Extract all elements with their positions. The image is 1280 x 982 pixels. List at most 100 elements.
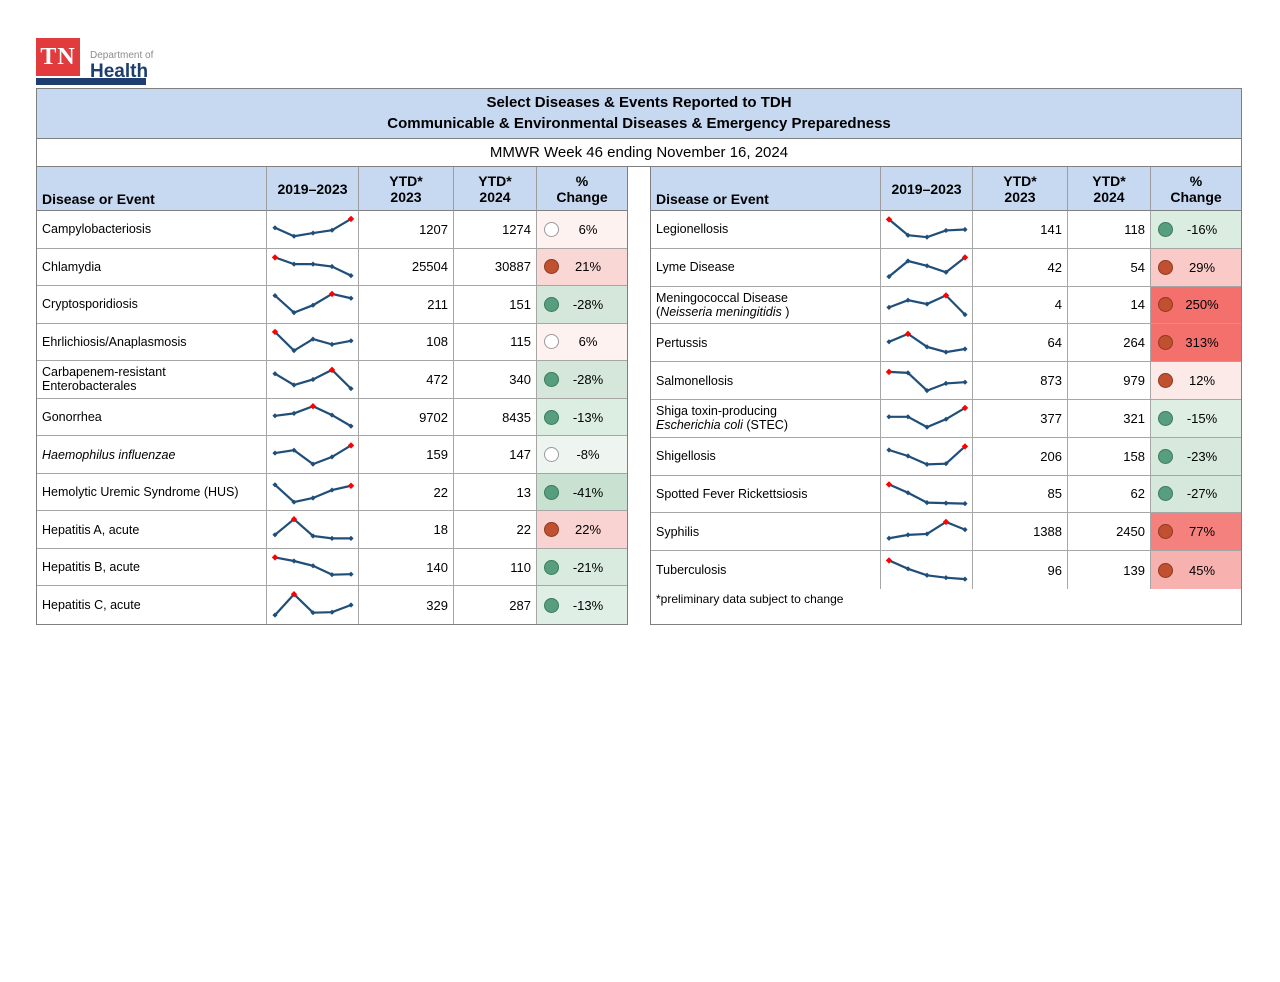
percent-change-value: -28% — [572, 296, 604, 312]
change-indicator-dot — [1158, 562, 1173, 578]
trend-sparkline — [267, 473, 359, 512]
ytd-2023-value: 18 — [359, 511, 454, 549]
logo-underline-bar — [36, 78, 146, 85]
percent-change-cell: -15% — [1151, 399, 1241, 438]
disease-name: Shiga toxin-producing Escherichia coli (… — [651, 399, 881, 438]
disease-name-line1: Ehrlichiosis/Anaplasmosis — [42, 334, 187, 349]
disease-name-line1: Legionellosis — [656, 222, 729, 237]
trend-sparkline — [881, 513, 973, 552]
col-header-ytd2023: YTD* 2023 — [973, 167, 1068, 211]
ytd-2023-value: 873 — [973, 362, 1068, 400]
percent-change-value: 45% — [1188, 562, 1216, 578]
trend-sparkline — [881, 211, 973, 249]
col-header-ytd2024: YTD* 2024 — [1068, 167, 1151, 211]
percent-change-value: -23% — [1186, 448, 1218, 464]
ytd-2023-value: 22 — [359, 473, 454, 512]
percent-change-cell: -27% — [1151, 475, 1241, 514]
right-table-header: Disease or Event 2019–2023 YTD* 2023 YTD… — [651, 167, 1241, 211]
percent-change-cell: 313% — [1151, 324, 1241, 363]
trend-sparkline — [267, 586, 359, 625]
report-title-line1: Select Diseases & Events Reported to TDH — [486, 94, 792, 111]
percent-change-cell: 22% — [537, 511, 627, 549]
table-row: Ehrlichiosis/Anaplasmosis 108 115 6% — [37, 323, 627, 362]
change-indicator-dot — [544, 221, 559, 237]
ytd-2023-value: 140 — [359, 548, 454, 587]
col-header-change-label: Change — [556, 188, 608, 205]
change-indicator-dot — [1158, 448, 1173, 464]
trend-sparkline — [881, 399, 973, 438]
percent-change-cell: -13% — [537, 586, 627, 625]
ytd-2024-value: 287 — [454, 586, 537, 625]
ytd-2023-value: 4 — [973, 286, 1068, 325]
ytd-2024-value: 147 — [454, 436, 537, 474]
col-header-pct-change: % Change — [537, 167, 627, 211]
disease-name-line1: Lyme Disease — [656, 260, 735, 275]
ytd-2024-value: 264 — [1068, 324, 1151, 363]
table-row: Meningococcal Disease (Neisseria meningi… — [651, 286, 1241, 325]
change-indicator-dot — [544, 559, 559, 575]
change-indicator-dot — [544, 484, 559, 500]
tdh-logo: TN Department of Health — [36, 38, 236, 90]
table-row: Chlamydia 25504 30887 21% — [37, 248, 627, 287]
percent-change-value: -8% — [576, 447, 600, 463]
change-indicator-dot — [1158, 297, 1173, 313]
disease-name-line1: Tuberculosis — [656, 563, 727, 578]
disease-name: Hepatitis C, acute — [37, 586, 267, 625]
disease-name: Pertussis — [651, 324, 881, 363]
col-header-ytd-label: YTD* — [1003, 172, 1037, 189]
percent-change-value: -13% — [572, 597, 604, 613]
tn-logo-mark: TN — [36, 38, 80, 76]
trend-sparkline — [881, 362, 973, 400]
trend-sparkline — [267, 548, 359, 587]
percent-change-cell: 6% — [537, 323, 627, 362]
disease-name: Spotted Fever Rickettsiosis — [651, 475, 881, 514]
disease-name: Tuberculosis — [651, 551, 881, 589]
change-indicator-dot — [544, 597, 559, 613]
percent-change-value: 12% — [1188, 373, 1216, 389]
disease-name-line1: Hepatitis B, acute — [42, 560, 140, 575]
percent-change-value: -41% — [572, 484, 604, 500]
percent-change-cell: 77% — [1151, 513, 1241, 552]
table-row: Pertussis 64 264 313% — [651, 324, 1241, 363]
table-row: Hemolytic Uremic Syndrome (HUS) 22 13 -4… — [37, 473, 627, 512]
left-disease-table: Disease or Event 2019–2023 YTD* 2023 YTD… — [36, 167, 628, 625]
disease-name-line2: Escherichia coli (STEC) — [656, 418, 788, 433]
ytd-2024-value: 30887 — [454, 248, 537, 287]
ytd-2023-value: 9702 — [359, 398, 454, 437]
disease-tables: Disease or Event 2019–2023 YTD* 2023 YTD… — [36, 167, 1242, 625]
percent-change-cell: -28% — [537, 361, 627, 399]
col-header-ytd-label: YTD* — [478, 172, 512, 189]
ytd-2024-value: 979 — [1068, 362, 1151, 400]
ytd-2023-value: 329 — [359, 586, 454, 625]
col-header-ytd-year: 2023 — [1004, 188, 1036, 205]
disease-name-line1: Gonorrhea — [42, 410, 102, 424]
change-indicator-dot — [1158, 373, 1173, 389]
ytd-2023-value: 141 — [973, 211, 1068, 249]
percent-change-value: -16% — [1186, 221, 1218, 237]
disease-name: Lyme Disease — [651, 248, 881, 287]
disease-name-line1: Hemolytic Uremic Syndrome (HUS) — [42, 485, 239, 500]
ytd-2024-value: 321 — [1068, 399, 1151, 438]
ytd-2024-value: 62 — [1068, 475, 1151, 514]
percent-change-value: -27% — [1186, 486, 1218, 502]
percent-change-cell: 21% — [537, 248, 627, 287]
report-title-line2: Communicable & Environmental Diseases & … — [387, 115, 891, 132]
disease-name-line2: Enterobacterales — [42, 379, 137, 394]
change-indicator-dot — [544, 447, 559, 463]
table-row: Hepatitis B, acute 140 110 -21% — [37, 548, 627, 587]
disease-name: Legionellosis — [651, 211, 881, 249]
percent-change-value: 6% — [578, 334, 598, 350]
disease-name-line1: Meningococcal Disease — [656, 290, 789, 305]
trend-sparkline — [267, 361, 359, 399]
disease-name-line1: Chlamydia — [42, 259, 102, 274]
trend-sparkline — [881, 324, 973, 363]
right-table-body: Legionellosis 141 118 -16% Lyme Disease … — [651, 211, 1241, 589]
ytd-2024-value: 151 — [454, 286, 537, 324]
table-row: Haemophilus influenzae 159 147 -8% — [37, 436, 627, 474]
ytd-2023-value: 159 — [359, 436, 454, 474]
ytd-2024-value: 13 — [454, 473, 537, 512]
col-header-disease: Disease or Event — [37, 167, 267, 211]
percent-change-cell: -16% — [1151, 211, 1241, 249]
change-indicator-dot — [1158, 259, 1173, 275]
col-header-trend: 2019–2023 — [267, 167, 359, 211]
